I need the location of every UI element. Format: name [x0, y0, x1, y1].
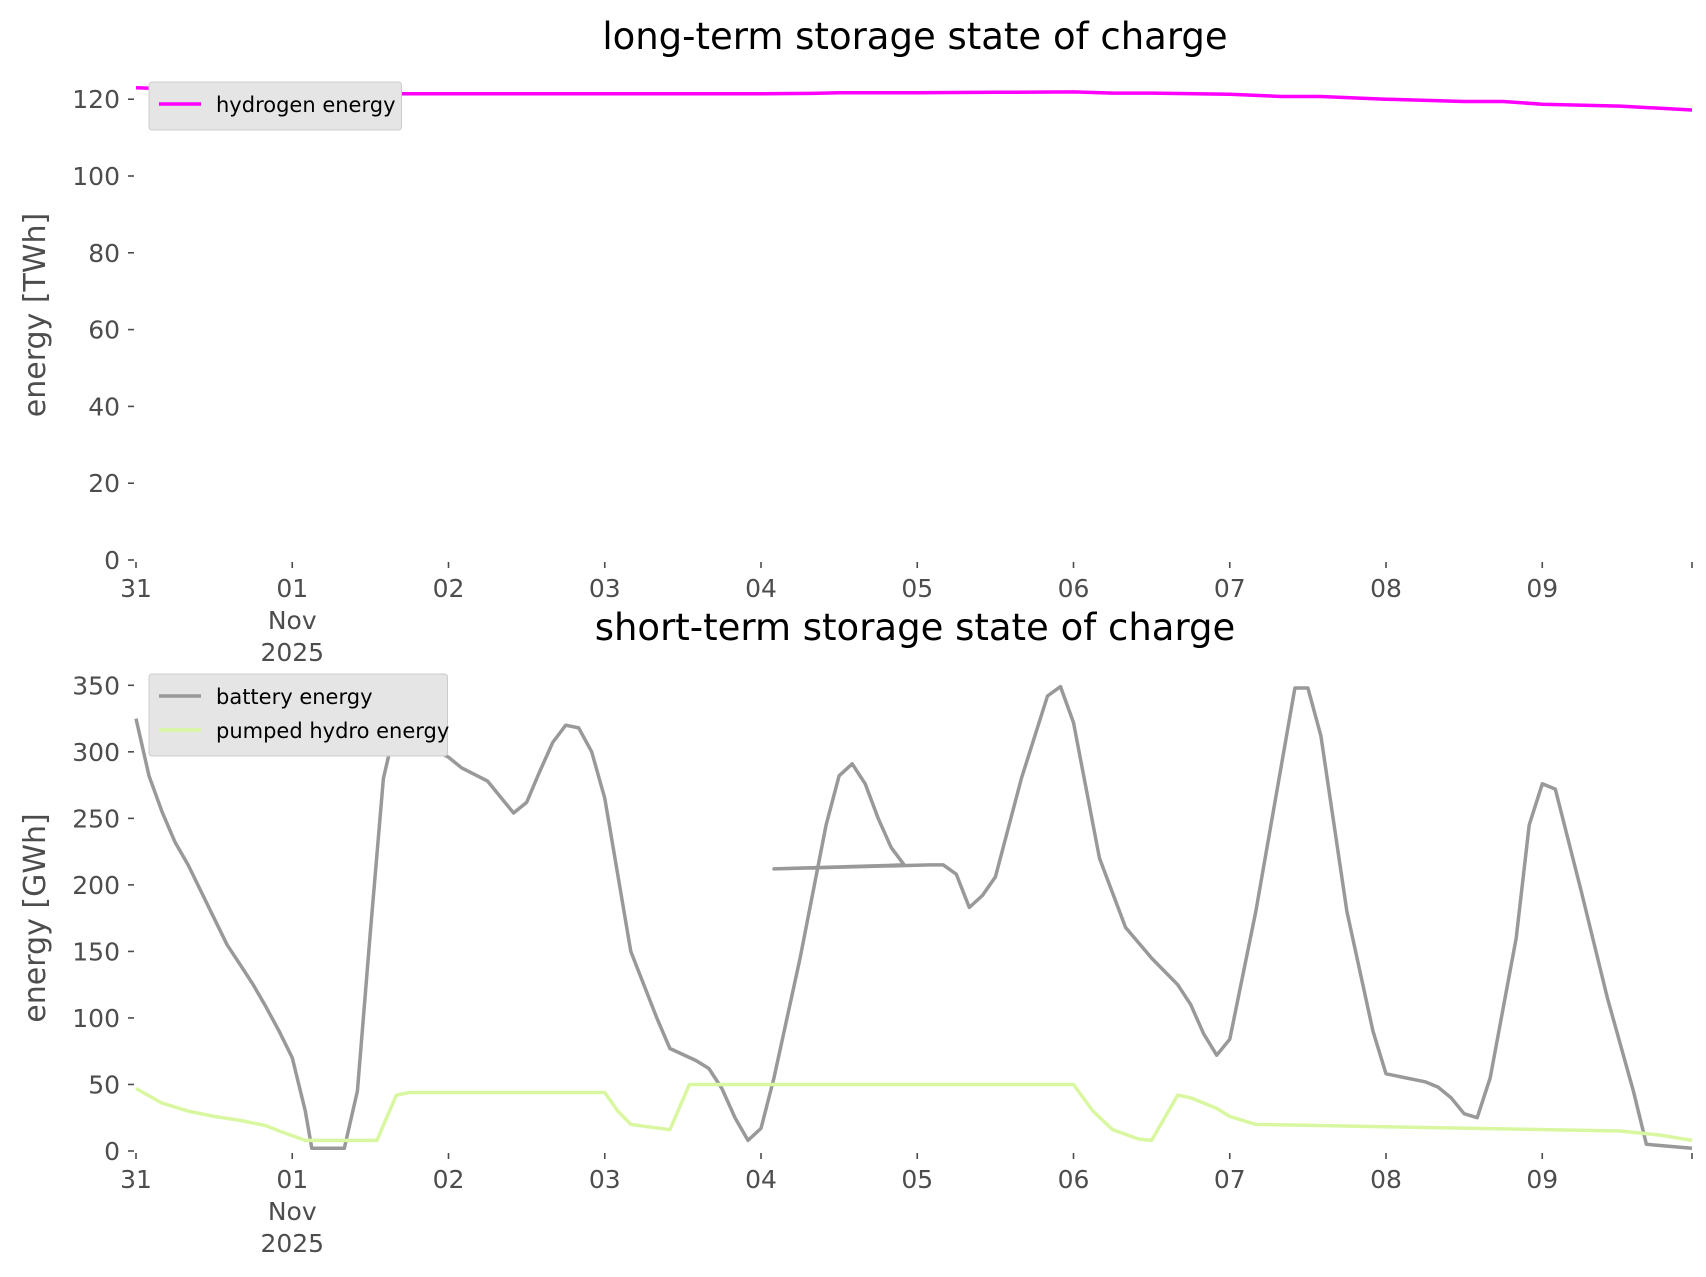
legend[interactable]: battery energy pumped hydro energy — [148, 673, 449, 757]
y-ticks: 0 20 40 60 80 100 120 — [72, 85, 134, 575]
short-term-chart: short-term storage state of charge energ… — [18, 606, 1693, 1258]
x-tick-label: Nov — [268, 606, 317, 635]
chart-title: short-term storage state of charge — [595, 606, 1236, 649]
x-tick-label: 31 — [120, 1165, 152, 1194]
x-tick-label: 01 — [276, 1165, 308, 1194]
x-tick-label: 02 — [433, 574, 465, 603]
legend-entry: pumped hydro energy — [216, 719, 449, 743]
y-tick-label: 150 — [72, 937, 120, 966]
legend-entry: battery energy — [216, 685, 373, 709]
y-tick-label: 100 — [72, 1004, 120, 1033]
x-tick-label: 08 — [1370, 1165, 1402, 1194]
series-line — [135, 85, 1693, 112]
x-ticks: 31 01 Nov 2025 02 03 04 05 06 07 08 09 — [120, 1153, 1693, 1258]
legend-box — [148, 673, 448, 757]
y-tick-label: 350 — [72, 671, 120, 700]
x-tick-label: 08 — [1370, 574, 1402, 603]
x-tick-label: 03 — [589, 574, 621, 603]
y-tick-label: 50 — [88, 1070, 120, 1099]
x-tick-label: 07 — [1214, 1165, 1246, 1194]
x-tick-label: 04 — [745, 1165, 777, 1194]
legend-box — [148, 81, 402, 131]
x-tick-label: 07 — [1214, 574, 1246, 603]
y-tick-label: 80 — [88, 239, 120, 268]
x-tick-label: 09 — [1526, 574, 1558, 603]
y-tick-label: 60 — [88, 316, 120, 345]
series-group — [135, 85, 1693, 112]
y-tick-label: 40 — [88, 392, 120, 421]
legend[interactable]: hydrogen energy — [148, 81, 402, 131]
x-tick-label: 06 — [1058, 574, 1090, 603]
x-ticks: 31 01 Nov 2025 02 03 04 05 06 07 08 09 — [120, 562, 1693, 667]
x-tick-label: Nov — [268, 1197, 317, 1226]
x-tick-label: 31 — [120, 574, 152, 603]
series-line — [135, 1082, 1693, 1143]
series-line — [134, 684, 1693, 1151]
y-ticks: 0 50 100 150 200 250 300 350 — [72, 671, 134, 1166]
y-tick-label: 20 — [88, 469, 120, 498]
x-tick-label: 05 — [901, 574, 933, 603]
y-tick-label: 100 — [72, 162, 120, 191]
y-tick-label: 250 — [72, 804, 120, 833]
y-tick-label: 120 — [72, 85, 120, 114]
legend-entry: hydrogen energy — [216, 93, 396, 117]
y-tick-label: 200 — [72, 871, 120, 900]
y-tick-label: 300 — [72, 738, 120, 767]
x-tick-label: 01 — [276, 574, 308, 603]
y-axis-label: energy [GWh] — [18, 813, 53, 1022]
y-tick-label: 0 — [104, 546, 120, 575]
y-tick-label: 0 — [104, 1137, 120, 1166]
y-axis-label: energy [TWh] — [18, 213, 53, 417]
x-tick-label: 06 — [1058, 1165, 1090, 1194]
x-tick-label: 02 — [433, 1165, 465, 1194]
x-tick-label: 2025 — [260, 1229, 324, 1258]
long-term-chart: long-term storage state of charge energy… — [18, 15, 1693, 667]
chart-title: long-term storage state of charge — [602, 15, 1227, 58]
x-tick-label: 2025 — [260, 638, 324, 667]
x-tick-label: 09 — [1526, 1165, 1558, 1194]
x-tick-label: 04 — [745, 574, 777, 603]
x-tick-label: 05 — [901, 1165, 933, 1194]
x-tick-label: 03 — [589, 1165, 621, 1194]
series-group — [134, 684, 1693, 1151]
